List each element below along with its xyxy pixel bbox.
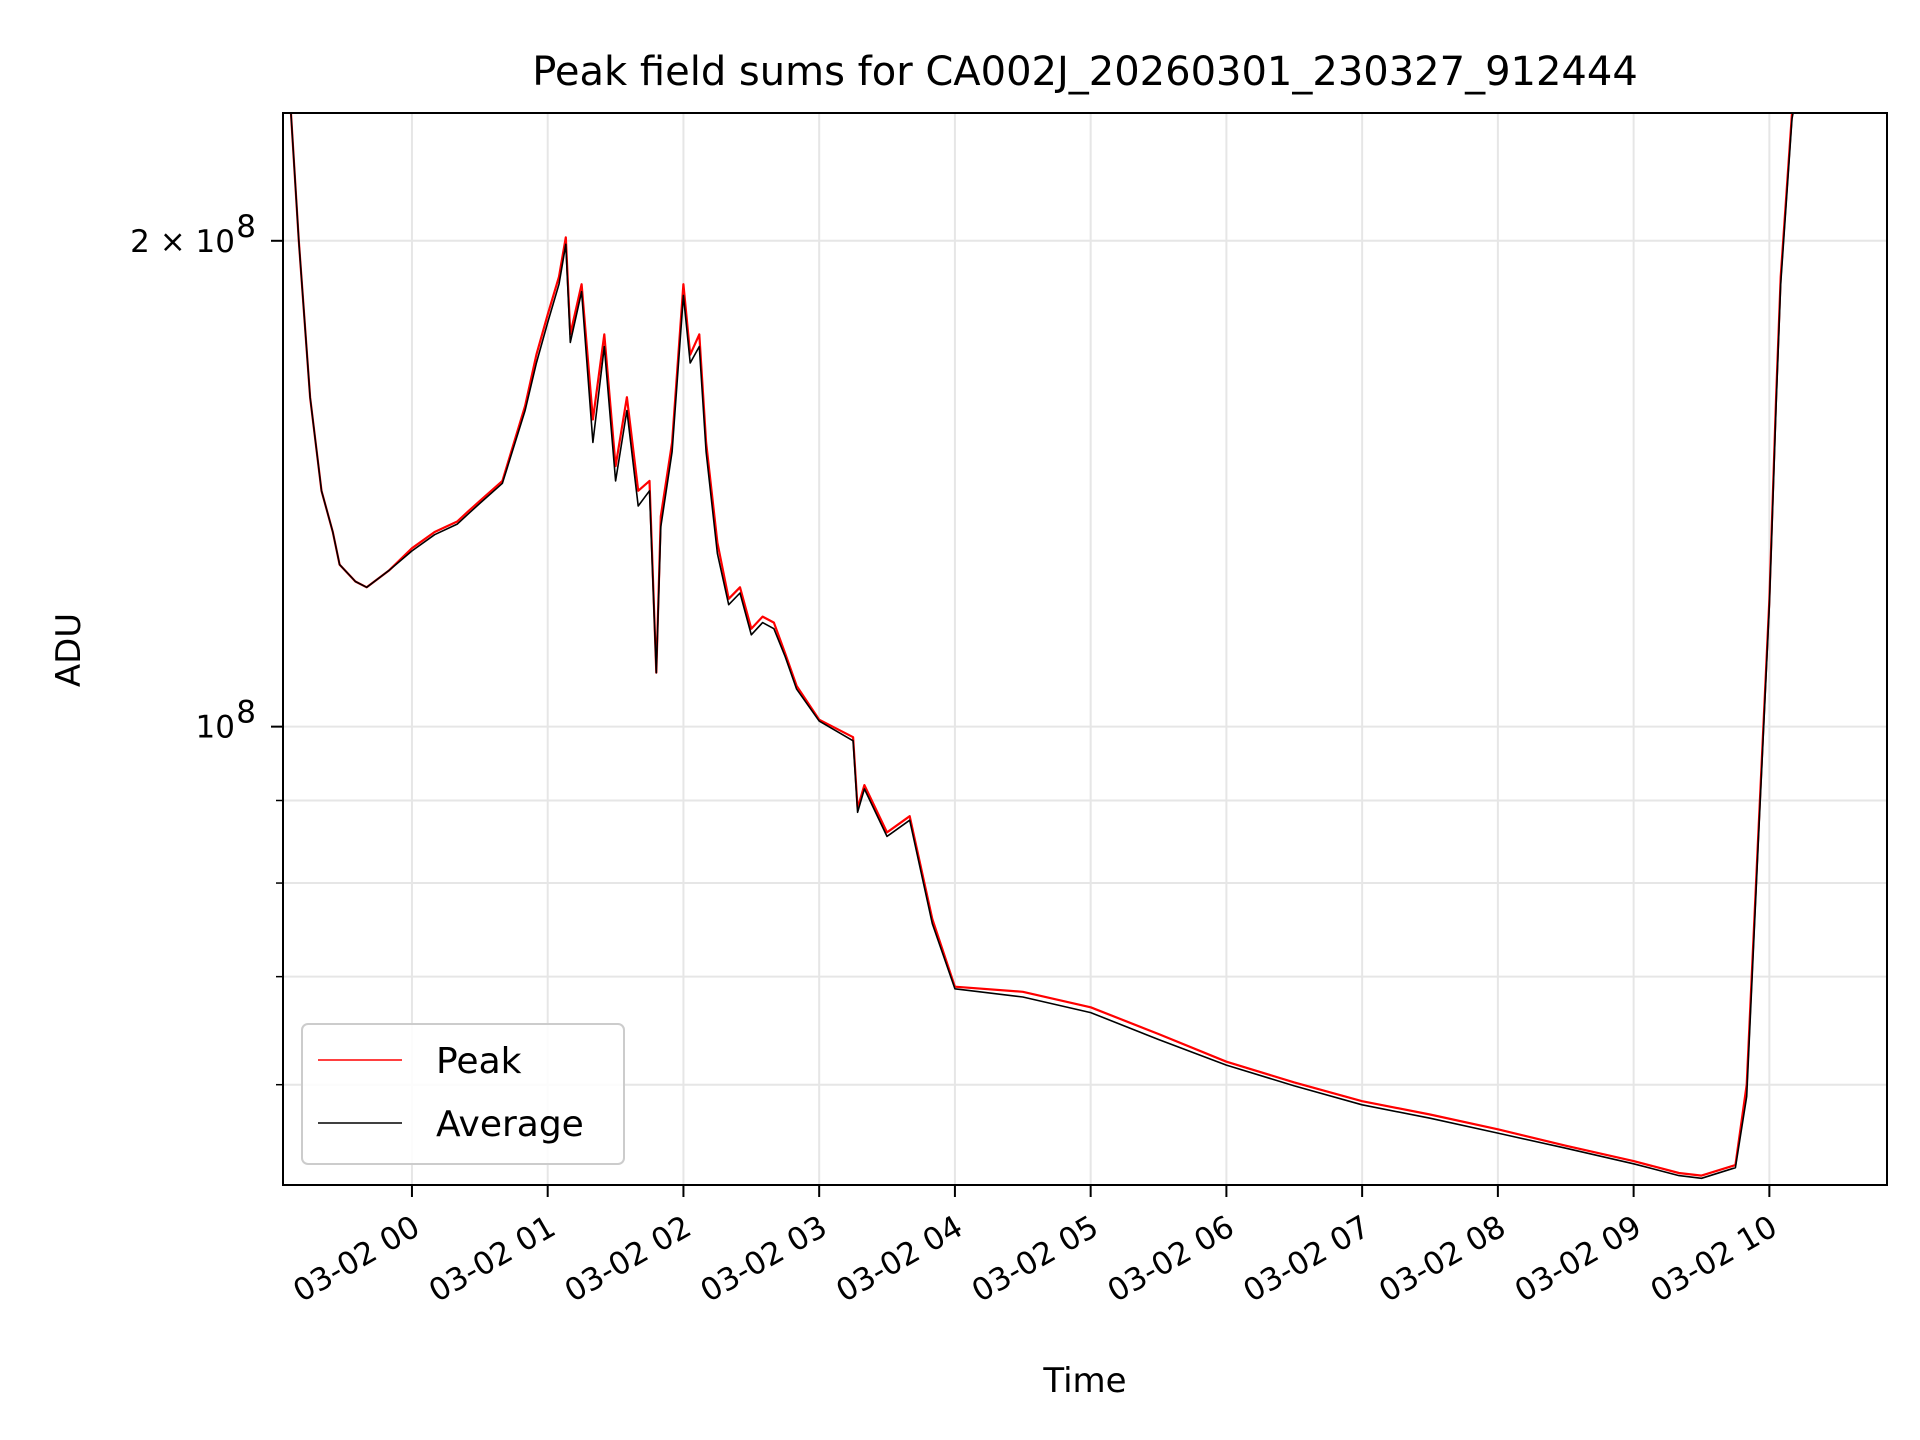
legend-box	[301, 1023, 625, 1165]
y-tick-label-exponent: 8	[236, 209, 256, 245]
legend-label-average: Average	[436, 1104, 584, 1145]
y-tick-label: 10	[196, 710, 235, 746]
chart-title: Peak field sums for CA002J_20260301_2303…	[532, 49, 1638, 95]
y-tick-label-base: 2 × 10	[130, 224, 235, 260]
legend: Peak Average	[301, 1023, 625, 1165]
x-axis-label: Time	[1042, 1361, 1126, 1401]
y-tick-label: 2 × 10	[130, 224, 235, 260]
plot-frame	[282, 112, 1888, 1186]
legend-label-peak: Peak	[436, 1041, 522, 1082]
series-line-peak	[289, 113, 1794, 1177]
y-tick-label-base: 10	[196, 710, 235, 746]
y-tick-label-exponent: 8	[236, 695, 256, 731]
series-line-average	[290, 113, 1794, 1180]
series-layer	[289, 113, 1794, 1180]
y-ticks: 10 82 × 10 8	[130, 209, 283, 1086]
y-axis-label: ADU	[49, 613, 89, 687]
